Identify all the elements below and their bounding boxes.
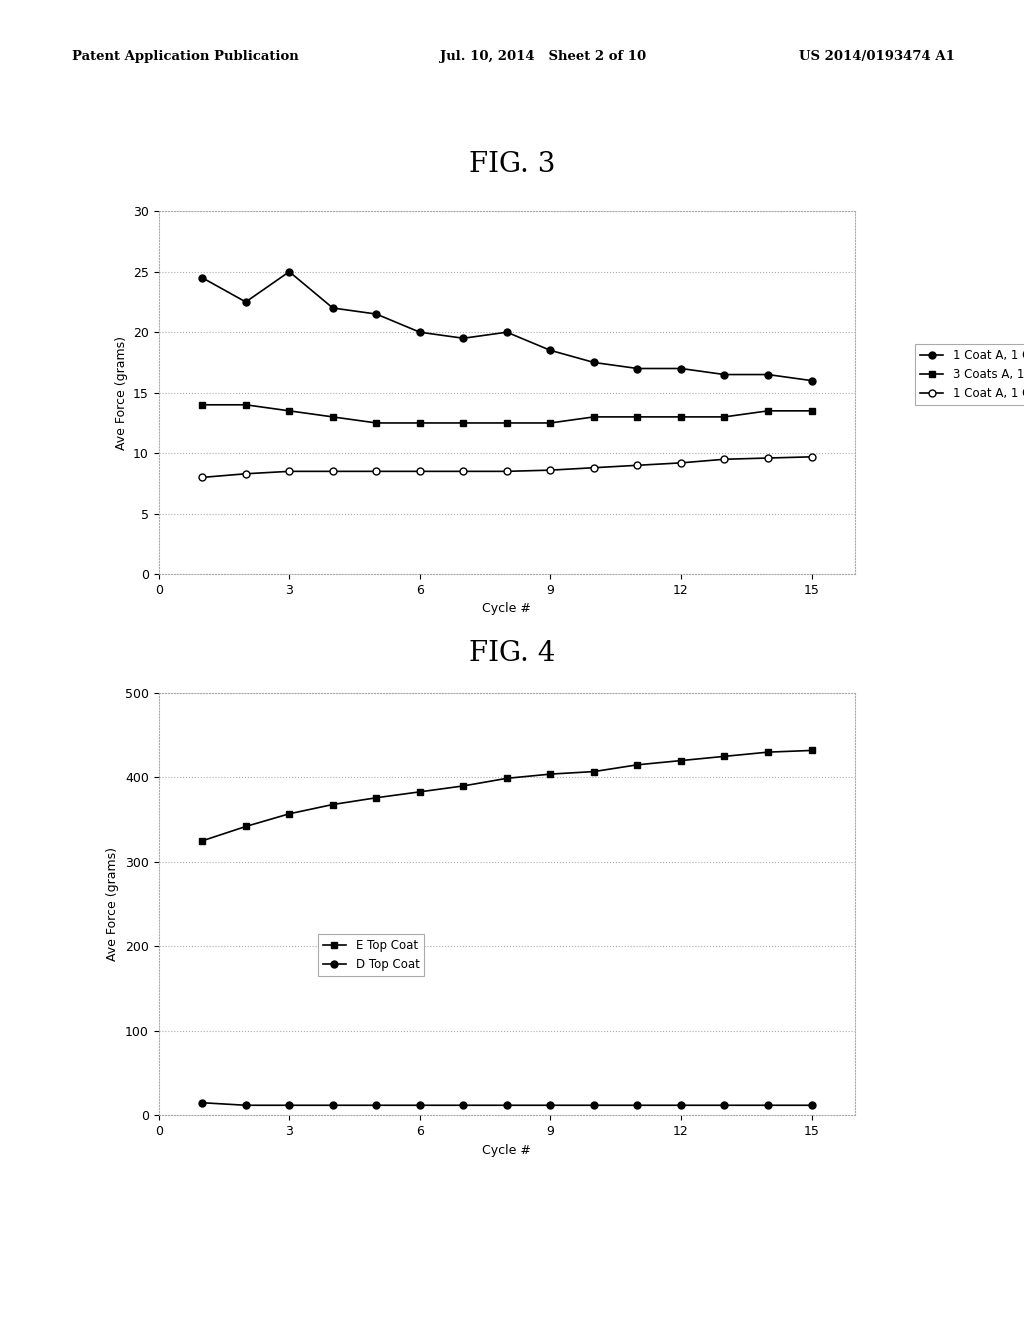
Text: Patent Application Publication: Patent Application Publication bbox=[72, 50, 298, 63]
1 Coat A, 1 Coat B bbox=[283, 264, 295, 280]
1 Coat A, 1 Coat B bbox=[414, 325, 426, 341]
D Top Coat bbox=[588, 1097, 600, 1113]
3 Coats A, 1 Coat B bbox=[719, 409, 731, 425]
1 Coat A, 1 Coat B bbox=[371, 306, 383, 322]
E Top Coat bbox=[675, 752, 687, 768]
Y-axis label: Ave Force (grams): Ave Force (grams) bbox=[106, 847, 120, 961]
D Top Coat bbox=[806, 1097, 818, 1113]
3 Coats A, 1 Coat B bbox=[631, 409, 644, 425]
1 Coat A, 1 Coat B bbox=[501, 325, 513, 341]
3 Coats A, 1 Coat B bbox=[240, 397, 252, 413]
D Top Coat bbox=[197, 1094, 209, 1110]
1 Coat A, 1 Coat C bbox=[588, 459, 600, 475]
1 Coat A, 1 Coat B bbox=[719, 367, 731, 383]
E Top Coat bbox=[631, 756, 644, 772]
1 Coat A, 1 Coat C bbox=[197, 470, 209, 486]
D Top Coat bbox=[240, 1097, 252, 1113]
1 Coat A, 1 Coat C bbox=[675, 455, 687, 471]
1 Coat A, 1 Coat C bbox=[283, 463, 295, 479]
D Top Coat bbox=[457, 1097, 469, 1113]
1 Coat A, 1 Coat C bbox=[371, 463, 383, 479]
1 Coat A, 1 Coat B bbox=[545, 342, 557, 358]
1 Coat A, 1 Coat B bbox=[457, 330, 469, 346]
E Top Coat bbox=[588, 764, 600, 780]
1 Coat A, 1 Coat C bbox=[327, 463, 339, 479]
D Top Coat bbox=[414, 1097, 426, 1113]
D Top Coat bbox=[675, 1097, 687, 1113]
E Top Coat bbox=[283, 807, 295, 822]
1 Coat A, 1 Coat C bbox=[631, 458, 644, 474]
D Top Coat bbox=[719, 1097, 731, 1113]
1 Coat A, 1 Coat B bbox=[675, 360, 687, 376]
D Top Coat bbox=[283, 1097, 295, 1113]
3 Coats A, 1 Coat B bbox=[588, 409, 600, 425]
1 Coat A, 1 Coat C bbox=[240, 466, 252, 482]
E Top Coat bbox=[240, 818, 252, 834]
E Top Coat bbox=[762, 744, 774, 760]
E Top Coat bbox=[414, 784, 426, 800]
1 Coat A, 1 Coat C bbox=[806, 449, 818, 465]
1 Coat A, 1 Coat B bbox=[631, 360, 644, 376]
D Top Coat bbox=[545, 1097, 557, 1113]
D Top Coat bbox=[501, 1097, 513, 1113]
3 Coats A, 1 Coat B bbox=[545, 414, 557, 430]
1 Coat A, 1 Coat C bbox=[545, 462, 557, 478]
3 Coats A, 1 Coat B bbox=[197, 397, 209, 413]
Legend: 1 Coat A, 1 Coat B, 3 Coats A, 1 Coat B, 1 Coat A, 1 Coat C: 1 Coat A, 1 Coat B, 3 Coats A, 1 Coat B,… bbox=[915, 345, 1024, 405]
D Top Coat bbox=[631, 1097, 644, 1113]
Text: FIG. 4: FIG. 4 bbox=[469, 640, 555, 667]
E Top Coat bbox=[327, 796, 339, 812]
Line: 3 Coats A, 1 Coat B: 3 Coats A, 1 Coat B bbox=[199, 401, 815, 426]
D Top Coat bbox=[327, 1097, 339, 1113]
X-axis label: Cycle #: Cycle # bbox=[482, 1143, 531, 1156]
Y-axis label: Ave Force (grams): Ave Force (grams) bbox=[115, 335, 128, 450]
3 Coats A, 1 Coat B bbox=[501, 414, 513, 430]
1 Coat A, 1 Coat C bbox=[762, 450, 774, 466]
E Top Coat bbox=[197, 833, 209, 849]
Text: FIG. 3: FIG. 3 bbox=[469, 152, 555, 178]
Line: 1 Coat A, 1 Coat C: 1 Coat A, 1 Coat C bbox=[199, 453, 815, 480]
3 Coats A, 1 Coat B bbox=[762, 403, 774, 418]
1 Coat A, 1 Coat B bbox=[197, 269, 209, 285]
E Top Coat bbox=[371, 789, 383, 805]
1 Coat A, 1 Coat B bbox=[762, 367, 774, 383]
Text: US 2014/0193474 A1: US 2014/0193474 A1 bbox=[799, 50, 954, 63]
Text: Jul. 10, 2014   Sheet 2 of 10: Jul. 10, 2014 Sheet 2 of 10 bbox=[440, 50, 646, 63]
3 Coats A, 1 Coat B bbox=[414, 414, 426, 430]
1 Coat A, 1 Coat B bbox=[806, 372, 818, 388]
Legend: E Top Coat, D Top Coat: E Top Coat, D Top Coat bbox=[317, 935, 424, 975]
3 Coats A, 1 Coat B bbox=[327, 409, 339, 425]
1 Coat A, 1 Coat C bbox=[457, 463, 469, 479]
D Top Coat bbox=[762, 1097, 774, 1113]
E Top Coat bbox=[719, 748, 731, 764]
1 Coat A, 1 Coat C bbox=[719, 451, 731, 467]
E Top Coat bbox=[457, 777, 469, 793]
E Top Coat bbox=[501, 771, 513, 787]
X-axis label: Cycle #: Cycle # bbox=[482, 602, 531, 615]
3 Coats A, 1 Coat B bbox=[371, 414, 383, 430]
1 Coat A, 1 Coat B bbox=[327, 300, 339, 315]
1 Coat A, 1 Coat B bbox=[240, 294, 252, 310]
D Top Coat bbox=[371, 1097, 383, 1113]
1 Coat A, 1 Coat C bbox=[501, 463, 513, 479]
Line: D Top Coat: D Top Coat bbox=[199, 1100, 815, 1109]
Line: 1 Coat A, 1 Coat B: 1 Coat A, 1 Coat B bbox=[199, 268, 815, 384]
1 Coat A, 1 Coat C bbox=[414, 463, 426, 479]
3 Coats A, 1 Coat B bbox=[457, 414, 469, 430]
E Top Coat bbox=[806, 743, 818, 759]
3 Coats A, 1 Coat B bbox=[806, 403, 818, 418]
3 Coats A, 1 Coat B bbox=[675, 409, 687, 425]
Line: E Top Coat: E Top Coat bbox=[199, 747, 815, 845]
E Top Coat bbox=[545, 766, 557, 781]
1 Coat A, 1 Coat B bbox=[588, 355, 600, 371]
3 Coats A, 1 Coat B bbox=[283, 403, 295, 418]
